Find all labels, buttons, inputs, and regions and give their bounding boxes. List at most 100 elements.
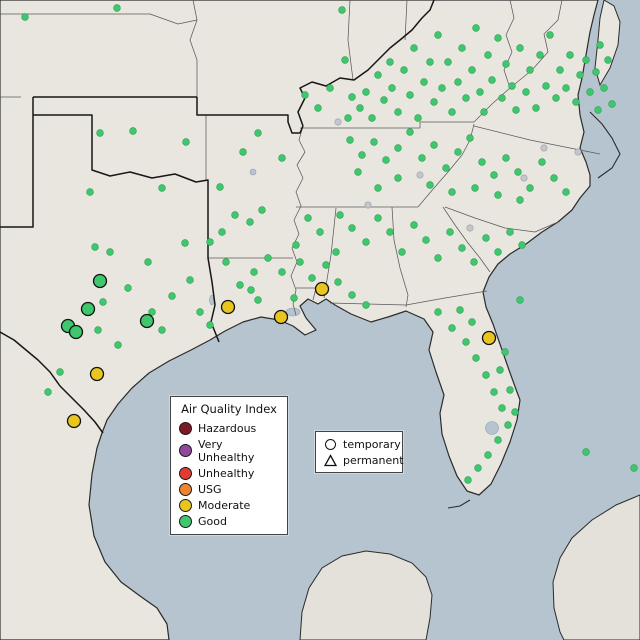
station-dot[interactable] bbox=[522, 88, 530, 96]
station-dot[interactable] bbox=[239, 148, 247, 156]
station-dot[interactable] bbox=[362, 88, 370, 96]
station-dot[interactable] bbox=[458, 244, 466, 252]
station-dot[interactable] bbox=[582, 448, 590, 456]
station-dot[interactable] bbox=[406, 91, 414, 99]
station-dot[interactable] bbox=[552, 94, 560, 102]
station-dot[interactable] bbox=[488, 76, 496, 84]
station-dot[interactable] bbox=[582, 56, 590, 64]
station-dot[interactable] bbox=[472, 24, 480, 32]
station-dot[interactable] bbox=[464, 476, 472, 484]
station-dot[interactable] bbox=[86, 188, 94, 196]
station-dot[interactable] bbox=[144, 258, 152, 266]
station-dot[interactable] bbox=[470, 258, 478, 266]
station-dot[interactable] bbox=[490, 388, 498, 396]
station-dot[interactable] bbox=[482, 371, 490, 379]
station-dot[interactable] bbox=[91, 243, 99, 251]
station-dot[interactable] bbox=[516, 44, 524, 52]
station-dot[interactable] bbox=[608, 100, 616, 108]
station-dot[interactable] bbox=[501, 348, 509, 356]
station-dot[interactable] bbox=[592, 68, 600, 76]
station-dot[interactable] bbox=[394, 174, 402, 182]
station-dot[interactable] bbox=[494, 191, 502, 199]
station-dot[interactable] bbox=[480, 108, 488, 116]
station-dot[interactable] bbox=[348, 93, 356, 101]
station-dot[interactable] bbox=[410, 221, 418, 229]
station-dot[interactable] bbox=[374, 184, 382, 192]
station-dot[interactable] bbox=[278, 268, 286, 276]
station-dot[interactable] bbox=[630, 464, 638, 472]
legend-item-good[interactable]: Good bbox=[171, 513, 287, 529]
station-dot[interactable] bbox=[220, 299, 236, 315]
station-dot[interactable] bbox=[338, 6, 346, 14]
station-dot[interactable] bbox=[254, 296, 262, 304]
station-dot[interactable] bbox=[388, 84, 396, 92]
station-dot[interactable] bbox=[511, 408, 519, 416]
station-dot[interactable] bbox=[196, 308, 204, 316]
station-dot[interactable] bbox=[484, 51, 492, 59]
station-dot[interactable] bbox=[596, 41, 604, 49]
station-dot[interactable] bbox=[341, 56, 349, 64]
station-dot[interactable] bbox=[380, 96, 388, 104]
station-dot[interactable] bbox=[458, 44, 466, 52]
station-dot[interactable] bbox=[484, 451, 492, 459]
station-dot[interactable] bbox=[406, 128, 414, 136]
station-dot[interactable] bbox=[420, 78, 428, 86]
station-dot[interactable] bbox=[604, 56, 612, 64]
station-dot[interactable] bbox=[44, 388, 52, 396]
station-dot[interactable] bbox=[444, 58, 452, 66]
station-dot[interactable] bbox=[442, 164, 450, 172]
station-dot[interactable] bbox=[326, 84, 334, 92]
station-dot[interactable] bbox=[247, 286, 255, 294]
station-dot[interactable] bbox=[96, 129, 104, 137]
station-dot[interactable] bbox=[476, 88, 484, 96]
station-dot[interactable] bbox=[448, 108, 456, 116]
station-dot[interactable] bbox=[362, 238, 370, 246]
station-dot[interactable] bbox=[426, 58, 434, 66]
station-dot[interactable] bbox=[89, 366, 105, 382]
station-dot[interactable] bbox=[594, 106, 602, 114]
station-dot[interactable] bbox=[430, 98, 438, 106]
station-dot[interactable] bbox=[236, 281, 244, 289]
station-dot[interactable] bbox=[218, 228, 226, 236]
station-points-layer[interactable] bbox=[21, 4, 638, 484]
station-dot[interactable] bbox=[481, 330, 497, 346]
station-dot[interactable] bbox=[576, 71, 584, 79]
station-dot[interactable] bbox=[301, 91, 309, 99]
station-dot[interactable] bbox=[566, 51, 574, 59]
station-dot[interactable] bbox=[478, 158, 486, 166]
station-dot[interactable] bbox=[386, 58, 394, 66]
station-dot[interactable] bbox=[498, 94, 506, 102]
station-dot[interactable] bbox=[264, 254, 272, 262]
station-dot[interactable] bbox=[148, 308, 156, 316]
station-dot[interactable] bbox=[494, 34, 502, 42]
station-dot[interactable] bbox=[526, 184, 534, 192]
station-dot[interactable] bbox=[124, 284, 132, 292]
station-dot[interactable] bbox=[129, 127, 137, 135]
station-dot[interactable] bbox=[532, 104, 540, 112]
station-dot[interactable] bbox=[394, 108, 402, 116]
station-dot[interactable] bbox=[506, 228, 514, 236]
station-dot[interactable] bbox=[462, 94, 470, 102]
station-dot[interactable] bbox=[418, 154, 426, 162]
station-dot[interactable] bbox=[430, 141, 438, 149]
legend-item-unhealthy[interactable]: Unhealthy bbox=[171, 465, 287, 481]
station-dot[interactable] bbox=[468, 318, 476, 326]
station-dot[interactable] bbox=[542, 82, 550, 90]
station-dot[interactable] bbox=[422, 236, 430, 244]
station-dot[interactable] bbox=[322, 261, 330, 269]
station-dot[interactable] bbox=[362, 301, 370, 309]
station-dot[interactable] bbox=[494, 248, 502, 256]
station-dot[interactable] bbox=[502, 60, 510, 68]
station-dot[interactable] bbox=[374, 71, 382, 79]
station-dot[interactable] bbox=[434, 308, 442, 316]
station-dot[interactable] bbox=[334, 118, 342, 126]
station-dot[interactable] bbox=[106, 248, 114, 256]
station-dot[interactable] bbox=[370, 138, 378, 146]
station-dot[interactable] bbox=[540, 144, 548, 152]
station-dot[interactable] bbox=[448, 324, 456, 332]
station-dot[interactable] bbox=[113, 4, 121, 12]
station-dot[interactable] bbox=[466, 224, 474, 232]
station-dot[interactable] bbox=[168, 292, 176, 300]
station-dot[interactable] bbox=[114, 341, 122, 349]
station-dot[interactable] bbox=[386, 228, 394, 236]
